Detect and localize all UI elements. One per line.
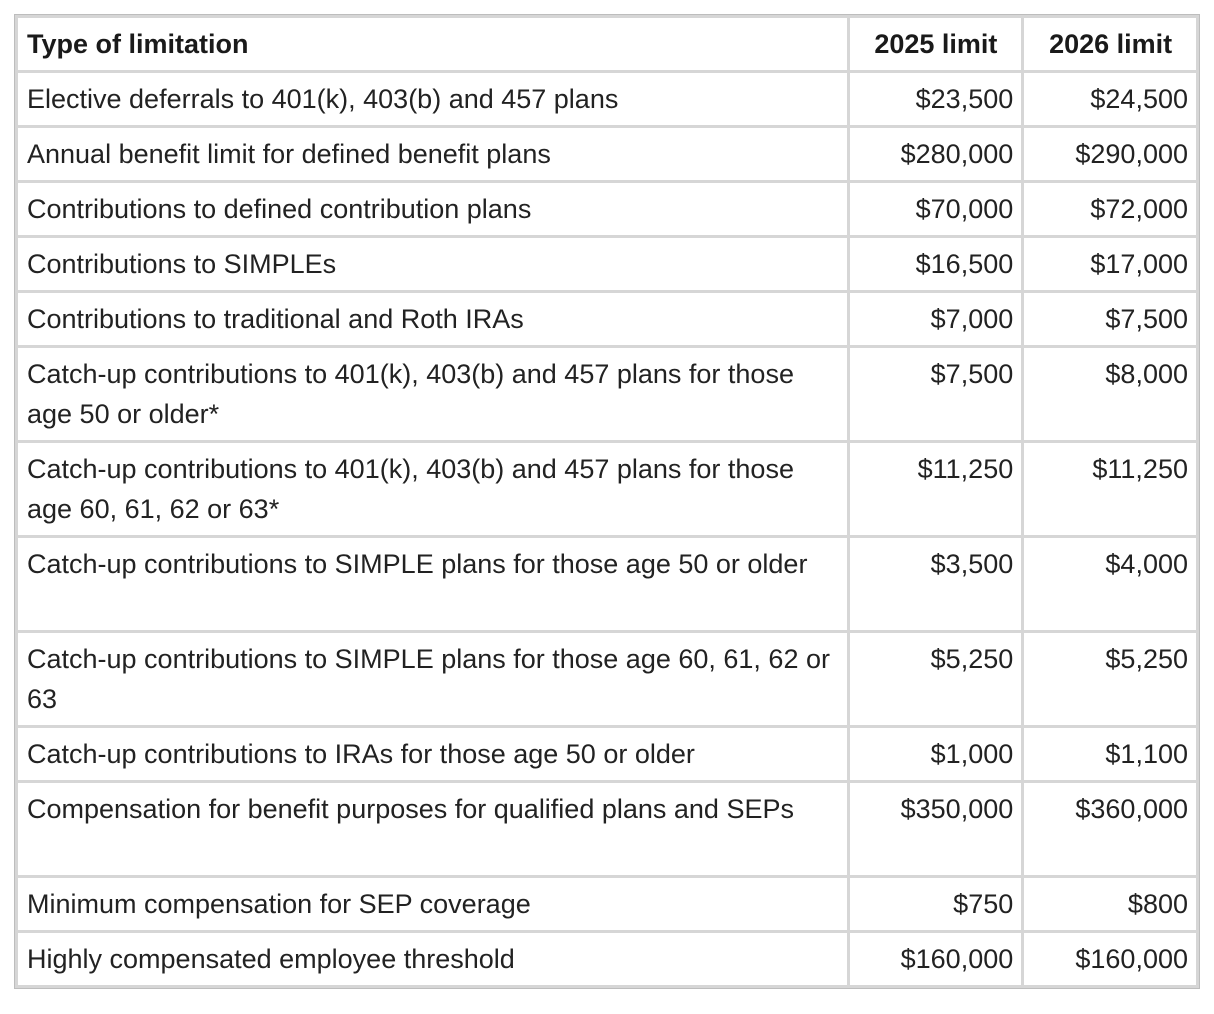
row-2025-value: $7,500 xyxy=(849,348,1022,440)
row-2025-value: $11,250 xyxy=(849,443,1022,535)
row-label: Contributions to traditional and Roth IR… xyxy=(18,293,847,345)
row-label: Minimum compensation for SEP coverage xyxy=(18,878,847,930)
table-row: Contributions to traditional and Roth IR… xyxy=(18,293,1196,345)
row-2025-value: $750 xyxy=(849,878,1022,930)
table-row: Catch-up contributions to SIMPLE plans f… xyxy=(18,538,1196,630)
row-2026-value: $7,500 xyxy=(1024,293,1196,345)
row-2026-value: $160,000 xyxy=(1024,933,1196,985)
header-type-of-limitation: Type of limitation xyxy=(18,18,847,70)
row-2026-value: $1,100 xyxy=(1024,728,1196,780)
row-2026-value: $17,000 xyxy=(1024,238,1196,290)
row-2025-value: $5,250 xyxy=(849,633,1022,725)
row-label: Contributions to SIMPLEs xyxy=(18,238,847,290)
row-label: Contributions to defined contribution pl… xyxy=(18,183,847,235)
table-row: Elective deferrals to 401(k), 403(b) and… xyxy=(18,73,1196,125)
table-row: Minimum compensation for SEP coverage $7… xyxy=(18,878,1196,930)
row-2026-value: $360,000 xyxy=(1024,783,1196,875)
row-2025-value: $350,000 xyxy=(849,783,1022,875)
row-label: Catch-up contributions to SIMPLE plans f… xyxy=(18,538,847,630)
row-2025-value: $7,000 xyxy=(849,293,1022,345)
header-2025-limit: 2025 limit xyxy=(849,18,1022,70)
row-2026-value: $8,000 xyxy=(1024,348,1196,440)
header-row: Type of limitation 2025 limit 2026 limit xyxy=(18,18,1196,70)
row-2026-value: $5,250 xyxy=(1024,633,1196,725)
row-2026-value: $24,500 xyxy=(1024,73,1196,125)
table-row: Contributions to SIMPLEs $16,500 $17,000 xyxy=(18,238,1196,290)
table-row: Annual benefit limit for defined benefit… xyxy=(18,128,1196,180)
row-label: Annual benefit limit for defined benefit… xyxy=(18,128,847,180)
row-2025-value: $23,500 xyxy=(849,73,1022,125)
row-label: Catch-up contributions to 401(k), 403(b)… xyxy=(18,443,847,535)
row-2025-value: $280,000 xyxy=(849,128,1022,180)
header-2026-limit: 2026 limit xyxy=(1024,18,1196,70)
row-2026-value: $11,250 xyxy=(1024,443,1196,535)
table-row: Catch-up contributions to SIMPLE plans f… xyxy=(18,633,1196,725)
limits-table: Type of limitation 2025 limit 2026 limit… xyxy=(14,14,1200,989)
row-label: Compensation for benefit purposes for qu… xyxy=(18,783,847,875)
row-2026-value: $4,000 xyxy=(1024,538,1196,630)
table-row: Highly compensated employee threshold $1… xyxy=(18,933,1196,985)
row-2025-value: $3,500 xyxy=(849,538,1022,630)
row-2025-value: $1,000 xyxy=(849,728,1022,780)
table-row: Compensation for benefit purposes for qu… xyxy=(18,783,1196,875)
row-label: Catch-up contributions to IRAs for those… xyxy=(18,728,847,780)
row-2026-value: $72,000 xyxy=(1024,183,1196,235)
row-label: Catch-up contributions to 401(k), 403(b)… xyxy=(18,348,847,440)
table-row: Catch-up contributions to IRAs for those… xyxy=(18,728,1196,780)
row-label: Catch-up contributions to SIMPLE plans f… xyxy=(18,633,847,725)
table-row: Catch-up contributions to 401(k), 403(b)… xyxy=(18,348,1196,440)
row-label: Elective deferrals to 401(k), 403(b) and… xyxy=(18,73,847,125)
row-2025-value: $16,500 xyxy=(849,238,1022,290)
row-2025-value: $70,000 xyxy=(849,183,1022,235)
table-row: Contributions to defined contribution pl… xyxy=(18,183,1196,235)
row-2026-value: $290,000 xyxy=(1024,128,1196,180)
row-2026-value: $800 xyxy=(1024,878,1196,930)
row-2025-value: $160,000 xyxy=(849,933,1022,985)
row-label: Highly compensated employee threshold xyxy=(18,933,847,985)
table-row: Catch-up contributions to 401(k), 403(b)… xyxy=(18,443,1196,535)
